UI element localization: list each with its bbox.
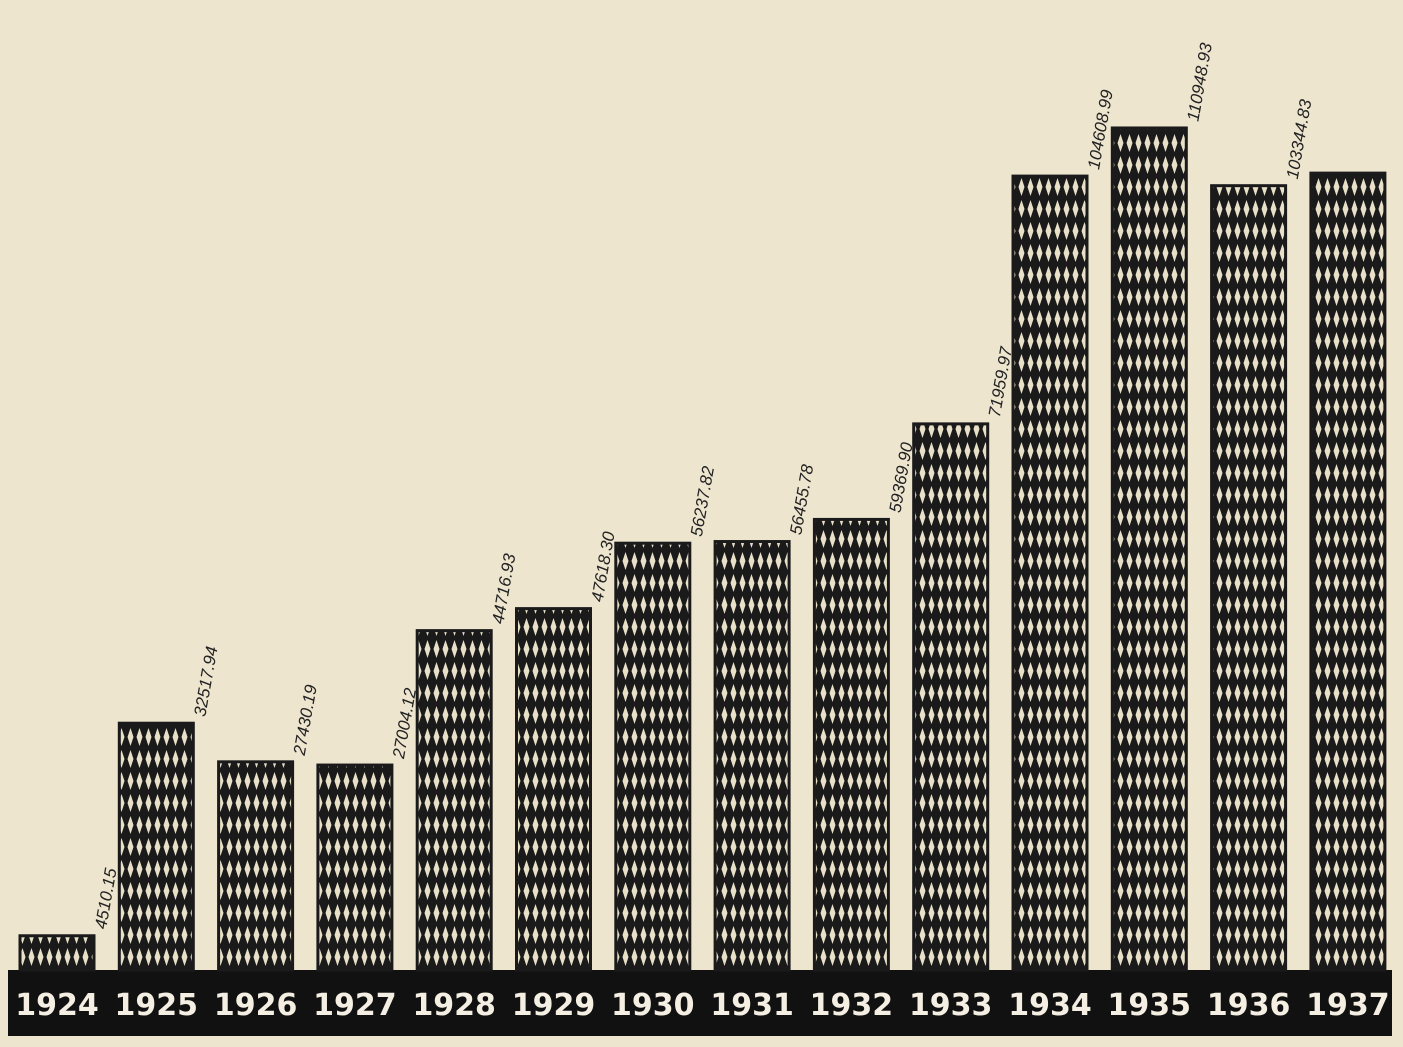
bar xyxy=(217,760,295,972)
bar xyxy=(1110,126,1188,972)
bar xyxy=(713,540,791,972)
x-tick-label: 1936 xyxy=(1207,988,1291,1023)
x-tick-label: 1932 xyxy=(810,988,894,1023)
x-tick-label: 1931 xyxy=(710,988,794,1023)
bar xyxy=(812,517,890,972)
x-tick-label: 1926 xyxy=(214,988,298,1023)
bar xyxy=(1309,171,1387,972)
x-tick-label: 1928 xyxy=(412,988,496,1023)
bar xyxy=(1210,184,1288,972)
year-band xyxy=(8,970,1392,1036)
bar xyxy=(316,763,394,972)
x-tick-label: 1935 xyxy=(1108,988,1192,1023)
x-tick-label: 1927 xyxy=(313,988,397,1023)
bar xyxy=(515,607,592,972)
bar xyxy=(614,541,692,972)
bar xyxy=(415,629,493,972)
bar xyxy=(18,934,96,972)
bar xyxy=(117,721,195,972)
x-tick-label: 1933 xyxy=(909,988,993,1023)
x-tick-label: 1934 xyxy=(1008,988,1092,1023)
x-tick-label: 1925 xyxy=(115,988,199,1023)
bar xyxy=(1011,174,1089,972)
x-tick-label: 1924 xyxy=(15,988,99,1023)
x-tick-label: 1929 xyxy=(512,988,596,1023)
bar xyxy=(912,422,990,972)
x-tick-label: 1937 xyxy=(1306,988,1390,1023)
x-tick-label: 1930 xyxy=(611,988,695,1023)
